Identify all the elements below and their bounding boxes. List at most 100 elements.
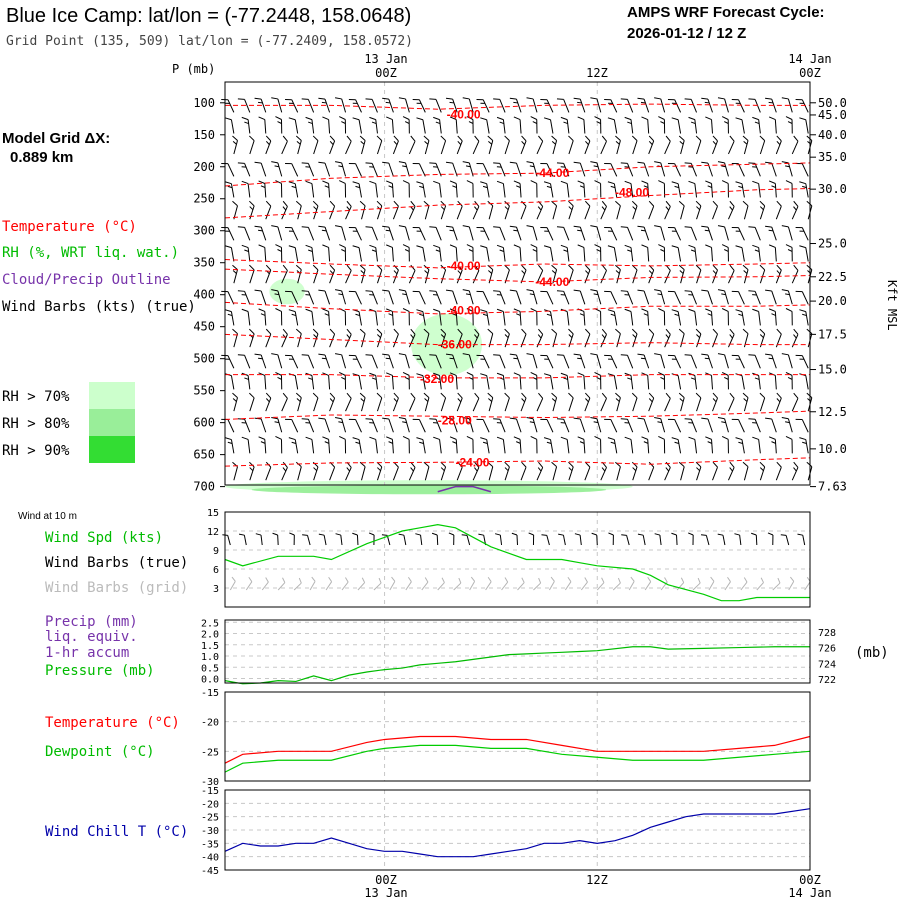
profile-barb	[423, 392, 430, 412]
profile-barb	[705, 244, 713, 262]
profile-barb	[765, 161, 777, 177]
profile-barb	[624, 116, 634, 134]
isotherms: -40.00 -44.00 -48.00 -40.00 -44.00 -40.00 -36.…	[224, 103, 811, 469]
profile-barb	[727, 135, 735, 155]
profile-barb	[615, 264, 621, 284]
profile-barb	[335, 417, 347, 433]
profile-barb	[345, 461, 352, 481]
isotherm-label-1: -44.00	[535, 166, 569, 180]
profile-gridlines	[384, 82, 598, 485]
profile-barb	[731, 418, 745, 433]
profile-barb	[416, 117, 426, 134]
profile-barb	[445, 225, 458, 241]
wind-barb-grid	[708, 576, 715, 591]
profile-barb	[295, 135, 302, 155]
pressure-frame	[224, 619, 811, 684]
pressure-unit: (mb)	[855, 645, 889, 661]
profile-barb	[504, 200, 510, 220]
profile-barb	[365, 418, 378, 433]
profile-barb	[224, 117, 235, 134]
model-grid-value: 0.889 km	[10, 149, 73, 166]
legend-rh90-swatch	[89, 436, 135, 463]
wind-barb-true	[368, 532, 375, 546]
profile-barb	[560, 436, 570, 454]
profile-barb	[301, 98, 315, 113]
profile-barb	[620, 226, 634, 241]
profile-barb	[369, 436, 378, 454]
profile-barb	[322, 116, 331, 134]
profile-barb	[806, 392, 813, 412]
wind-barb-grid	[772, 577, 781, 591]
wind-barb-grid	[357, 577, 366, 591]
profile-barb	[641, 116, 650, 134]
profile-barb	[509, 225, 522, 241]
profile-barb	[637, 161, 650, 177]
profile-barb	[600, 200, 607, 220]
wind-barb-grid	[485, 576, 492, 591]
profile-barb	[462, 289, 474, 305]
profile-barb	[791, 200, 799, 220]
profile-barb	[735, 117, 745, 134]
wind-barb-true	[494, 533, 503, 546]
wind-barb-grid	[277, 577, 286, 591]
profile-barb	[791, 461, 799, 481]
profile-barb	[449, 116, 458, 134]
profile-barb	[604, 290, 618, 305]
profile-barb	[398, 289, 410, 305]
profile-barb	[705, 116, 713, 134]
profile-barb	[654, 289, 666, 305]
profile-barb	[604, 226, 618, 241]
profile-barb	[445, 97, 458, 113]
profile-barb	[472, 392, 480, 412]
profile-barb	[382, 97, 394, 113]
height-axis-title: Kft MSL	[885, 280, 899, 331]
wind-panel-tick-label: 15	[207, 508, 219, 519]
profile-barb	[295, 328, 302, 348]
profile-barb	[688, 308, 698, 326]
profile-barb	[600, 135, 607, 155]
profile-barb	[695, 135, 702, 155]
profile-barb	[731, 226, 745, 241]
profile-barb	[237, 418, 251, 433]
profile-barb	[520, 264, 527, 284]
height-tick-label: 35.0	[818, 150, 847, 164]
profile-barb	[717, 289, 729, 305]
profile-barb	[352, 181, 362, 198]
profile-barb	[504, 392, 510, 412]
legend-rh: RH (%, WRT liq. wat.)	[2, 245, 179, 261]
isotherm-label-8: -28.00	[438, 414, 472, 428]
profile-barb	[654, 353, 666, 369]
profile-barb	[281, 200, 288, 220]
profile-barb	[742, 392, 749, 412]
legend-rh90-label: RH > 90%	[2, 443, 70, 459]
profile-barb	[791, 264, 799, 284]
profile-barb	[648, 200, 655, 220]
profile-barb	[496, 116, 506, 134]
profile-barb	[456, 200, 463, 220]
profile-barb	[348, 226, 362, 241]
wc-panel-tick-label: -30	[201, 826, 219, 837]
profile-barb	[224, 437, 235, 454]
profile-barb	[604, 99, 618, 113]
profile-barb	[386, 180, 394, 198]
profile-barb	[600, 264, 607, 284]
profile-barb	[365, 290, 378, 305]
profile-barb	[520, 392, 527, 412]
profile-barb	[429, 290, 442, 305]
profile-barb	[480, 245, 490, 262]
profile-barb	[509, 97, 522, 113]
profile-barb	[768, 244, 777, 262]
profile-barb	[536, 264, 544, 284]
profile-barb	[536, 461, 544, 481]
temp-panel-series-0	[224, 735, 811, 764]
profile-barb	[480, 181, 490, 198]
profile-barb	[301, 226, 315, 241]
profile-barb	[742, 328, 749, 348]
wind-barb-grid	[724, 576, 731, 591]
profile-barb	[695, 328, 702, 348]
profile-barb	[480, 437, 490, 454]
profile-barb	[509, 417, 522, 433]
profile-barb	[275, 372, 283, 390]
profile-barb	[641, 308, 650, 326]
profile-barb	[509, 353, 522, 369]
